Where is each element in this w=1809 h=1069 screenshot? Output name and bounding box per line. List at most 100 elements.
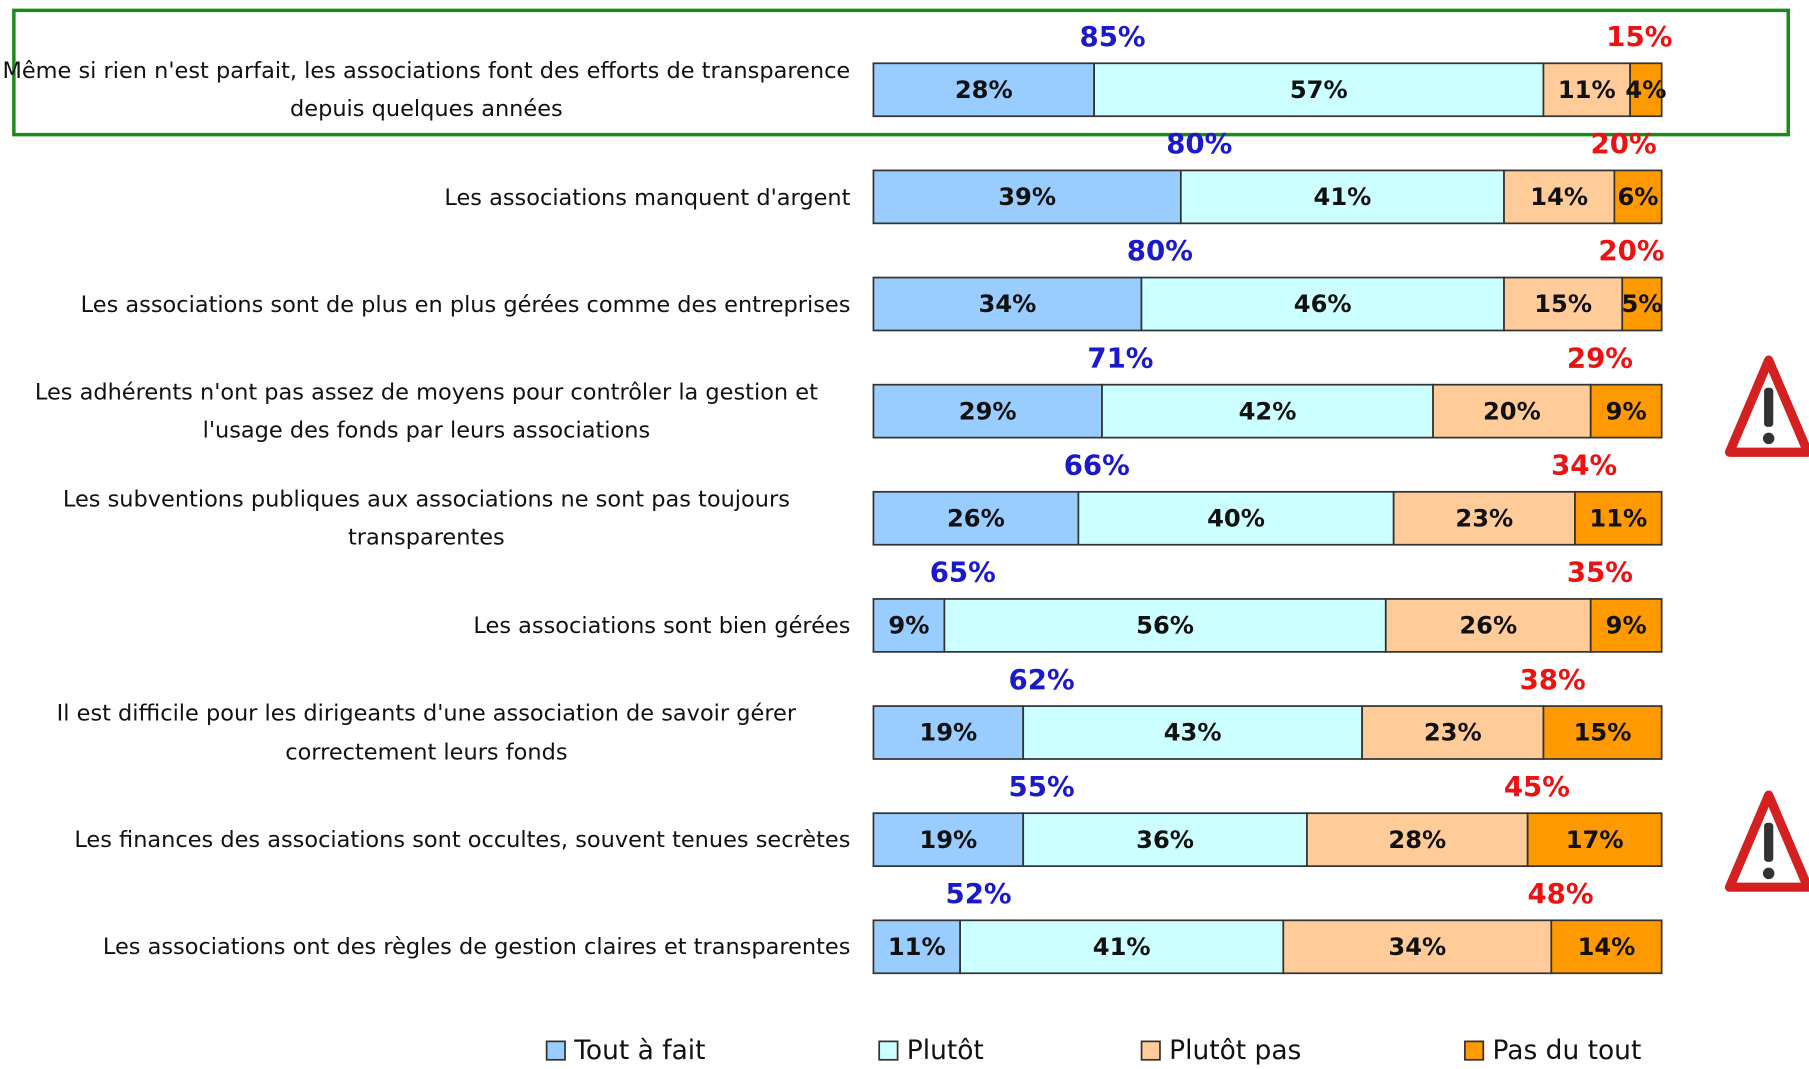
bar-segment (872, 169, 1182, 225)
segment-label: 34% (979, 290, 1037, 318)
bar-segment (1542, 705, 1663, 760)
disagree-total-label: 35% (1567, 556, 1633, 589)
segment-label: 11% (1558, 76, 1616, 104)
segment-label: 39% (998, 183, 1056, 211)
bar-segment (872, 598, 946, 653)
bar-segment (1282, 919, 1553, 975)
legend-swatch (545, 1040, 566, 1061)
segment-label: 9% (888, 612, 929, 640)
category-label: Les associations sont de plus en plus gé… (80, 290, 851, 318)
segment-label: 28% (955, 76, 1013, 104)
segment-label: 14% (1530, 183, 1588, 211)
segment-label: 40% (1207, 504, 1265, 532)
agree-total-label: 65% (930, 556, 996, 589)
segment-label: 20% (1483, 397, 1541, 425)
bar-segment (1574, 490, 1663, 546)
bar-segment (872, 383, 1103, 439)
category-label: Il est difficile pour les dirigeants d'u… (56, 700, 797, 765)
disagree-total-label: 34% (1551, 448, 1617, 481)
category-label-box: Même si rien n'est parfait, les associat… (2, 57, 851, 122)
segment-label: 23% (1455, 504, 1513, 532)
category-label: Les associations manquent d'argent (444, 183, 851, 211)
segment-label: 28% (1388, 826, 1446, 854)
segment-label: 14% (1578, 933, 1636, 961)
legend-label: Pas du tout (1493, 1035, 1642, 1066)
category-label: Les finances des associations sont occul… (74, 826, 851, 853)
segment-label: 56% (1136, 612, 1194, 640)
category-label-box: Les adhérents n'ont pas assez de moyens … (2, 359, 850, 463)
category-label-row: Les adhérents n'ont pas assez de moyens … (2, 359, 850, 463)
bar-segment (1613, 169, 1663, 225)
bar-segment (1550, 919, 1663, 975)
category-label: Même si rien n'est parfait, les associat… (2, 57, 851, 122)
category-label-row: Les associations manquent d'argent (2, 145, 850, 249)
segment-label: 41% (1093, 933, 1151, 961)
bar-segment (1384, 598, 1592, 653)
bar-segment (1306, 812, 1529, 867)
category-label-box: Les associations sont bien gérées (2, 574, 850, 678)
category-label-row: Les finances des associations sont occul… (2, 788, 850, 892)
legend-swatch (1140, 1040, 1161, 1061)
bar-segment (872, 62, 1095, 118)
category-label-row: Les associations sont bien gérées (2, 574, 850, 678)
category-label-row: Les subventions publiques aux associatio… (2, 466, 850, 570)
segment-label: 17% (1566, 826, 1624, 854)
segment-label: 34% (1388, 933, 1446, 961)
bar-segment (1621, 276, 1663, 332)
disagree-total-label: 15% (1606, 20, 1672, 53)
segment-label: 11% (1589, 504, 1647, 532)
segment-label: 23% (1424, 719, 1482, 747)
bar-segment (1432, 383, 1592, 439)
segment-label: 9% (1606, 612, 1647, 640)
category-label-box: Il est difficile pour les dirigeants d'u… (56, 700, 797, 765)
disagree-total-label: 20% (1598, 234, 1664, 267)
disagree-total-label: 48% (1527, 877, 1593, 910)
bar-segment (1503, 169, 1616, 225)
agree-total-label: 66% (1064, 448, 1130, 481)
bar-segment (1629, 62, 1663, 118)
category-label: Les associations sont bien gérées (473, 612, 851, 639)
segment-label: 36% (1136, 826, 1194, 854)
bar-segment (872, 276, 1143, 332)
bar-segment (1022, 705, 1363, 760)
agree-total-label: 52% (946, 877, 1012, 910)
category-label-box: Les subventions publiques aux associatio… (2, 466, 850, 570)
segment-label: 19% (919, 826, 977, 854)
category-label-box: Les associations manquent d'argent (2, 145, 850, 249)
segment-label: 15% (1534, 290, 1592, 318)
disagree-total-label: 20% (1591, 127, 1657, 160)
segment-label: 46% (1294, 290, 1352, 318)
bar-segment (1077, 490, 1395, 546)
segment-label: 57% (1290, 76, 1348, 104)
legend-label: Plutôt (907, 1035, 984, 1066)
category-label: Les subventions publiques aux associatio… (62, 485, 790, 551)
highlight-box (12, 8, 1790, 137)
bar-segment (1361, 705, 1545, 760)
legend-swatch (1464, 1040, 1485, 1061)
category-label-box: Les associations ont des règles de gesti… (102, 933, 851, 960)
agree-total-label: 80% (1127, 234, 1193, 267)
segment-label: 4% (1625, 76, 1666, 104)
bar-segment (1022, 812, 1308, 867)
segment-label: 15% (1574, 719, 1632, 747)
segment-label: 5% (1621, 290, 1662, 318)
warning-icon (1724, 355, 1809, 457)
bar-segment (872, 490, 1080, 546)
bar-segment (1503, 276, 1624, 332)
agree-total-label: 71% (1087, 341, 1153, 374)
bar-segment (872, 812, 1025, 867)
segment-label: 19% (919, 719, 977, 747)
segment-label: 6% (1618, 183, 1659, 211)
agree-total-label: 80% (1166, 127, 1232, 160)
legend-label: Plutôt pas (1169, 1035, 1301, 1066)
bar-segment (1526, 812, 1663, 867)
bar-segment (1589, 383, 1663, 439)
category-label: Les associations ont des règles de gesti… (102, 933, 851, 960)
bar-segment (1093, 62, 1545, 118)
category-label-box: Les finances des associations sont occul… (2, 788, 850, 892)
segment-label: 41% (1314, 183, 1372, 211)
segment-label: 42% (1239, 397, 1297, 425)
legend-swatch (878, 1040, 899, 1061)
segment-label: 43% (1164, 719, 1222, 747)
